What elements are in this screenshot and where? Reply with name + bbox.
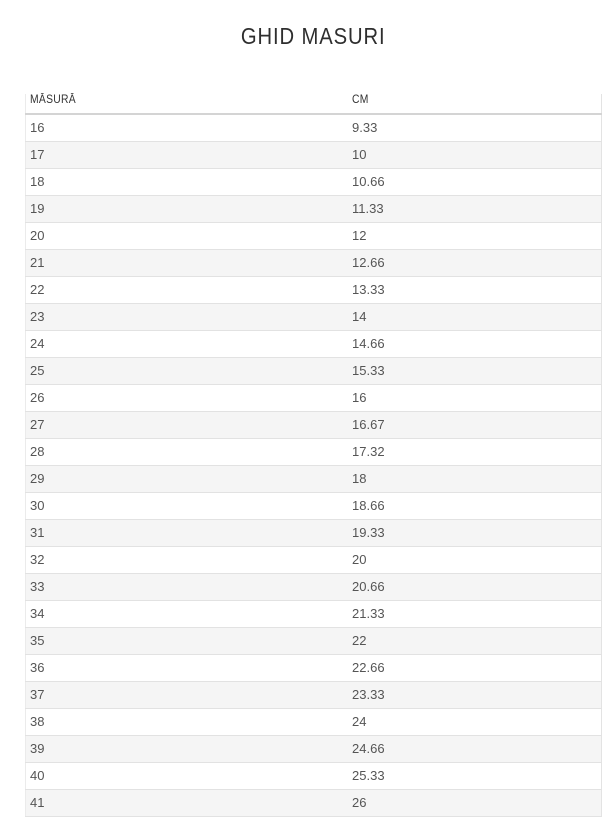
- cm-cell: 16: [348, 384, 602, 412]
- cm-cell: 22: [348, 627, 602, 655]
- table-row: 39 24.66: [25, 735, 602, 763]
- cm-cell: 10: [348, 141, 602, 169]
- table-body: 16 9.33 17 10 18 10.66 19 11.33 20 12 21…: [25, 114, 602, 817]
- table-row: 36 22.66: [25, 654, 602, 682]
- table-row: 41 26: [25, 789, 602, 817]
- size-cell: 28: [25, 438, 349, 466]
- table-row: 34 21.33: [25, 600, 602, 628]
- cm-cell: 21.33: [348, 600, 602, 628]
- cm-cell: 18: [348, 465, 602, 493]
- size-cell: 34: [25, 600, 349, 628]
- cm-cell: 15.33: [348, 357, 602, 385]
- size-column-header: MĂSURĂ: [25, 94, 349, 115]
- cm-cell: 12.66: [348, 249, 602, 277]
- cm-cell: 24: [348, 708, 602, 736]
- cm-cell: 9.33: [348, 114, 602, 142]
- table-row: 23 14: [25, 303, 602, 331]
- table-row: 21 12.66: [25, 249, 602, 277]
- size-cell: 32: [25, 546, 349, 574]
- cm-cell: 23.33: [348, 681, 602, 709]
- size-cell: 18: [25, 168, 349, 196]
- cm-cell: 18.66: [348, 492, 602, 520]
- size-cell: 38: [25, 708, 349, 736]
- size-cell: 33: [25, 573, 349, 601]
- table-row: 18 10.66: [25, 168, 602, 196]
- table-row: 25 15.33: [25, 357, 602, 385]
- table-row: 28 17.32: [25, 438, 602, 466]
- size-cell: 20: [25, 222, 349, 250]
- table-row: 33 20.66: [25, 573, 602, 601]
- size-cell: 35: [25, 627, 349, 655]
- cm-cell: 19.33: [348, 519, 602, 547]
- size-cell: 19: [25, 195, 349, 223]
- cm-cell: 12: [348, 222, 602, 250]
- cm-column-header: CM: [348, 94, 602, 115]
- cm-cell: 17.32: [348, 438, 602, 466]
- cm-cell: 25.33: [348, 762, 602, 790]
- size-cell: 39: [25, 735, 349, 763]
- table-row: 22 13.33: [25, 276, 602, 304]
- size-cell: 36: [25, 654, 349, 682]
- size-cell: 26: [25, 384, 349, 412]
- size-cell: 17: [25, 141, 349, 169]
- cm-cell: 20.66: [348, 573, 602, 601]
- size-cell: 24: [25, 330, 349, 358]
- size-cell: 41: [25, 789, 349, 817]
- table-row: 24 14.66: [25, 330, 602, 358]
- cm-cell: 14: [348, 303, 602, 331]
- table-row: 26 16: [25, 384, 602, 412]
- table-row: 20 12: [25, 222, 602, 250]
- cm-cell: 10.66: [348, 168, 602, 196]
- size-cell: 29: [25, 465, 349, 493]
- table-row: 19 11.33: [25, 195, 602, 223]
- table-row: 32 20: [25, 546, 602, 574]
- cm-cell: 13.33: [348, 276, 602, 304]
- table-row: 35 22: [25, 627, 602, 655]
- cm-cell: 22.66: [348, 654, 602, 682]
- cm-cell: 16.67: [348, 411, 602, 439]
- size-cell: 31: [25, 519, 349, 547]
- table-row: 38 24: [25, 708, 602, 736]
- size-guide-table: MĂSURĂ CM 16 9.33 17 10 18 10.66 19 11.3…: [25, 94, 602, 817]
- size-cell: 40: [25, 762, 349, 790]
- cm-cell: 26: [348, 789, 602, 817]
- table-header: MĂSURĂ CM: [25, 94, 602, 115]
- cm-cell: 20: [348, 546, 602, 574]
- table-row: 17 10: [25, 141, 602, 169]
- size-cell: 23: [25, 303, 349, 331]
- page-title-text: GHID MASURI: [241, 23, 386, 49]
- header-row: MĂSURĂ CM: [25, 94, 602, 115]
- table-row: 27 16.67: [25, 411, 602, 439]
- table-row: 37 23.33: [25, 681, 602, 709]
- size-cell: 30: [25, 492, 349, 520]
- size-cell: 27: [25, 411, 349, 439]
- table-row: 40 25.33: [25, 762, 602, 790]
- size-cell: 16: [25, 114, 349, 142]
- size-cell: 22: [25, 276, 349, 304]
- size-cell: 25: [25, 357, 349, 385]
- cm-cell: 11.33: [348, 195, 602, 223]
- cm-cell: 14.66: [348, 330, 602, 358]
- size-cell: 37: [25, 681, 349, 709]
- cm-cell: 24.66: [348, 735, 602, 763]
- size-guide-page: GHID MASURI MĂSURĂ CM 16 9.33 17 10 18 1…: [0, 24, 605, 826]
- size-cell: 21: [25, 249, 349, 277]
- table-row: 30 18.66: [25, 492, 602, 520]
- page-title: GHID MASURI: [25, 24, 602, 48]
- table-row: 31 19.33: [25, 519, 602, 547]
- table-row: 16 9.33: [25, 114, 602, 142]
- table-row: 29 18: [25, 465, 602, 493]
